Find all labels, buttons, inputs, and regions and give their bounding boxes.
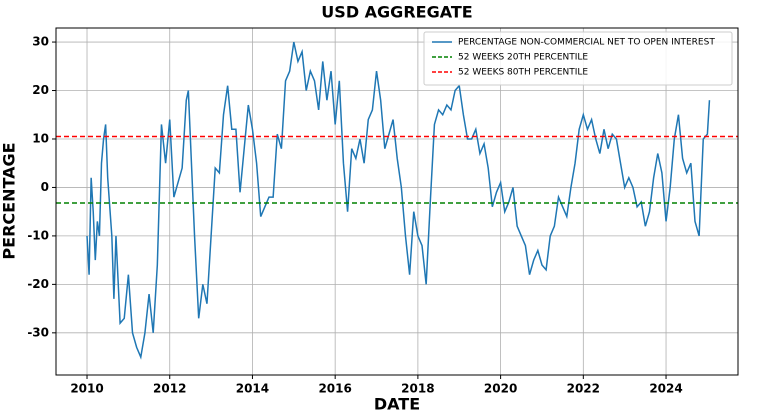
y-tick-label: -20 <box>27 277 49 291</box>
legend-label: 52 WEEKS 80TH PERCENTILE <box>458 68 588 78</box>
y-tick-label: 0 <box>41 180 49 194</box>
x-tick-label: 2010 <box>70 382 103 396</box>
y-tick-label: 20 <box>32 83 49 97</box>
x-tick-label: 2012 <box>153 382 186 396</box>
y-tick-label: 30 <box>32 35 49 49</box>
y-tick-label: -10 <box>27 228 49 242</box>
x-tick-label: 2020 <box>484 382 517 396</box>
x-axis-label: DATE <box>374 395 420 414</box>
y-axis-label: PERCENTAGE <box>0 142 19 259</box>
y-tick-label: 10 <box>32 131 49 145</box>
legend: PERCENTAGE NON-COMMERCIAL NET TO OPEN IN… <box>423 31 733 86</box>
legend-box <box>423 31 733 86</box>
x-tick-label: 2014 <box>236 382 269 396</box>
legend-label: PERCENTAGE NON-COMMERCIAL NET TO OPEN IN… <box>458 38 715 48</box>
legend-label: 52 WEEKS 20TH PERCENTILE <box>458 53 588 63</box>
x-tick-label: 2024 <box>649 382 682 396</box>
x-tick-label: 2022 <box>567 382 600 396</box>
x-tick-label: 2016 <box>318 382 351 396</box>
plot-frame <box>55 27 739 376</box>
data-line <box>86 41 711 360</box>
chart-title: USD AGGREGATE <box>321 3 472 22</box>
y-tick-label: -30 <box>27 325 49 339</box>
x-tick-label: 2018 <box>401 382 434 396</box>
